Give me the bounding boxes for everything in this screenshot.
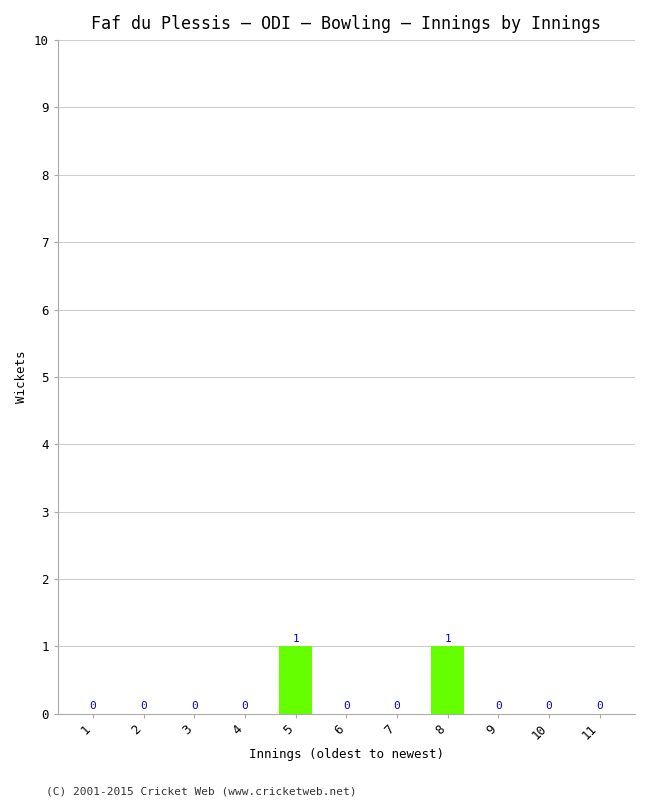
Text: 1: 1 xyxy=(444,634,451,643)
Bar xyxy=(431,646,464,714)
Y-axis label: Wickets: Wickets xyxy=(15,350,28,403)
Title: Faf du Plessis – ODI – Bowling – Innings by Innings: Faf du Plessis – ODI – Bowling – Innings… xyxy=(91,15,601,33)
Text: (C) 2001-2015 Cricket Web (www.cricketweb.net): (C) 2001-2015 Cricket Web (www.cricketwe… xyxy=(46,786,356,796)
X-axis label: Innings (oldest to newest): Innings (oldest to newest) xyxy=(249,748,444,761)
Text: 0: 0 xyxy=(343,701,350,711)
Text: 0: 0 xyxy=(545,701,552,711)
Text: 0: 0 xyxy=(191,701,198,711)
Text: 0: 0 xyxy=(393,701,400,711)
Text: 1: 1 xyxy=(292,634,299,643)
Bar xyxy=(280,646,312,714)
Text: 0: 0 xyxy=(140,701,147,711)
Text: 0: 0 xyxy=(90,701,96,711)
Text: 0: 0 xyxy=(596,701,603,711)
Text: 0: 0 xyxy=(242,701,248,711)
Text: 0: 0 xyxy=(495,701,502,711)
